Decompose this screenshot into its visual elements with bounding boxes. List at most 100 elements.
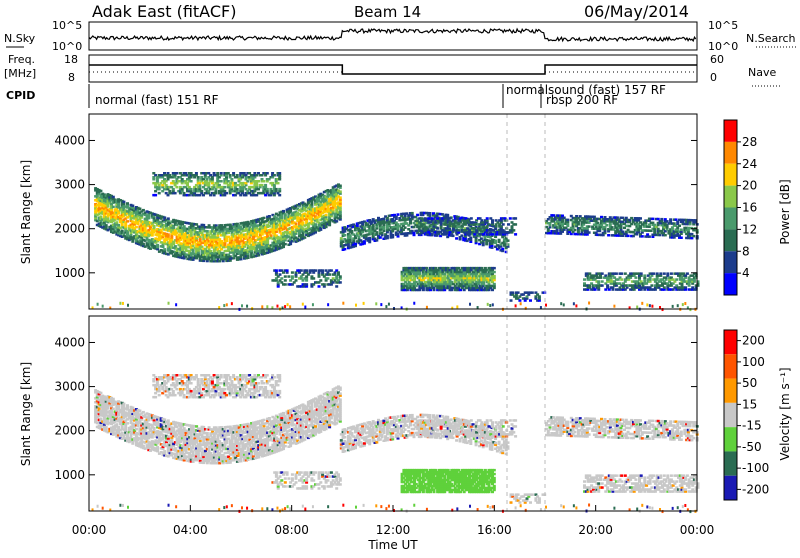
power-cell [588, 225, 591, 228]
power-cell [597, 280, 600, 283]
power-cell [201, 246, 204, 249]
power-cell [216, 172, 219, 175]
power-cell [282, 210, 285, 213]
power-cell [640, 272, 643, 275]
noise-trace [89, 29, 696, 41]
power-cell [507, 223, 510, 226]
power-cell [588, 231, 591, 234]
power-cell [175, 172, 178, 175]
power-cell [692, 235, 695, 238]
power-cell [512, 229, 515, 232]
power-cell [662, 308, 664, 311]
power-cell [643, 274, 646, 277]
power-cell [223, 304, 225, 307]
power-cell [620, 278, 623, 281]
power-cell [431, 217, 434, 220]
power-cell [575, 304, 577, 307]
power-cell [337, 271, 340, 274]
power-cell [363, 240, 366, 243]
power-cell [601, 272, 604, 275]
power-cell [305, 283, 308, 286]
power-cell [279, 273, 282, 276]
power-cell [606, 284, 609, 287]
power-cell [287, 303, 289, 306]
power-cell [646, 303, 648, 306]
power-cell [99, 190, 102, 193]
power-cell [639, 217, 642, 220]
power-cell [648, 235, 651, 238]
power-cell [449, 217, 452, 220]
power-cell [391, 234, 394, 237]
power-cell [327, 303, 329, 306]
power-cell [488, 223, 491, 226]
noise-panel: N.Sky 10^5 10^0 10^5 10^0 N.Search [4, 19, 796, 53]
power-cell [342, 241, 345, 244]
power-cell [498, 239, 501, 242]
power-cell [363, 302, 365, 305]
power-cell [375, 231, 378, 234]
power-cell [175, 186, 178, 189]
power-cell [339, 275, 342, 278]
velocity-cell [99, 392, 102, 395]
power-cell [651, 305, 653, 308]
power-cell [491, 219, 494, 222]
nsky-line [89, 29, 696, 41]
power-cell [153, 225, 156, 228]
power-cell [358, 236, 361, 239]
power-cell [190, 188, 193, 191]
power-cell [588, 302, 590, 305]
power-cell [174, 192, 177, 195]
power-cell [460, 234, 463, 237]
power-cell [615, 272, 618, 275]
power-cbar-swatch [724, 142, 737, 164]
date-title: 06/May/2014 [584, 2, 689, 21]
power-cell [278, 172, 281, 175]
power-cell [112, 206, 115, 209]
power-cell [268, 215, 271, 218]
power-cell [363, 226, 366, 229]
power-cell [321, 269, 324, 272]
power-cell [142, 243, 145, 246]
power-cell [275, 188, 278, 191]
power-cell [273, 174, 276, 177]
power-cell [278, 188, 281, 191]
power-cell [354, 243, 357, 246]
nsky-label: N.Sky [4, 32, 36, 45]
power-cell [382, 218, 385, 221]
power-cell [158, 192, 161, 195]
power-cell [649, 304, 651, 307]
power-cbar-swatch [724, 186, 737, 208]
power-cell [397, 213, 400, 216]
power-cell [493, 283, 496, 286]
power-cell [195, 223, 198, 226]
power-cell [246, 305, 248, 308]
power-cell [659, 272, 662, 275]
power-cell [135, 226, 138, 229]
power-cell [270, 234, 273, 237]
power-cell [416, 214, 419, 217]
power-cell [650, 284, 653, 287]
power-y-tick-label: 4000 [54, 133, 85, 147]
power-cell [624, 272, 627, 275]
power-cell [275, 269, 278, 272]
power-cell [112, 196, 115, 199]
power-cell [492, 303, 494, 306]
power-cell [502, 223, 505, 226]
power-cbar-tick-label: 12 [742, 222, 757, 236]
power-cell [670, 272, 673, 275]
power-cell [314, 223, 317, 226]
power-cell [641, 302, 643, 305]
power-cell [641, 235, 644, 238]
power-cell [300, 269, 303, 272]
power-cell [220, 180, 223, 183]
freq-tick-top: 18 [64, 53, 78, 66]
power-cells [92, 114, 700, 311]
power-cell [197, 176, 200, 179]
power-cell [375, 302, 377, 305]
power-cell [257, 180, 260, 183]
power-cell [291, 275, 294, 278]
power-cell [325, 214, 328, 217]
power-cell [538, 295, 541, 298]
